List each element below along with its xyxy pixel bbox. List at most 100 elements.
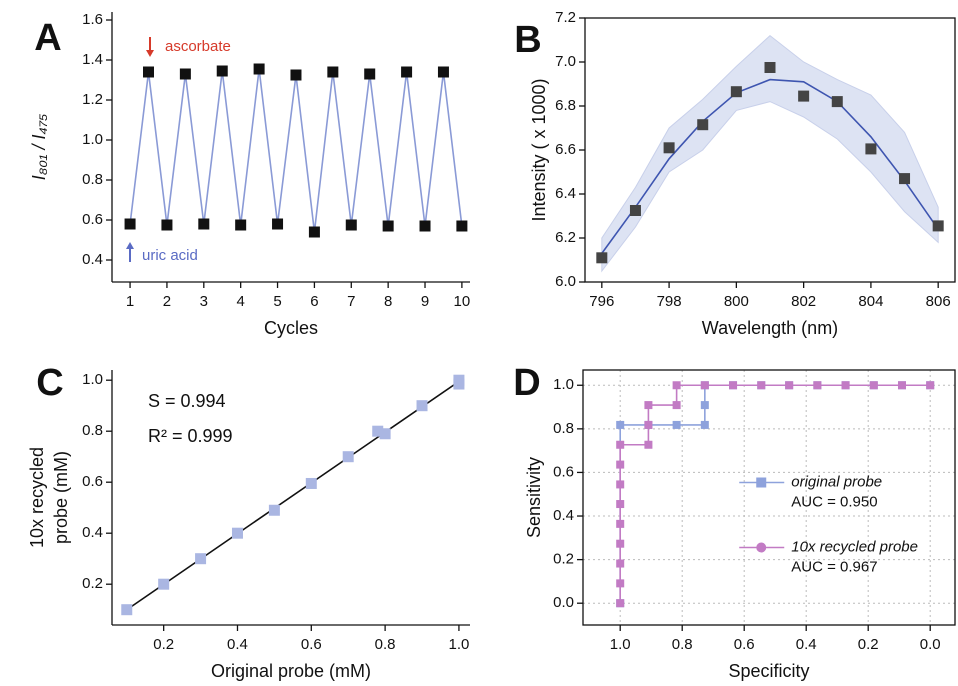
- x-tick-label: 0.4: [796, 636, 817, 653]
- data-point: [644, 401, 653, 410]
- data-point: [253, 63, 265, 75]
- x-tick-label: 10: [454, 293, 471, 310]
- data-point: [382, 220, 394, 232]
- data-point: [379, 428, 391, 440]
- x-tick-label: 800: [724, 293, 749, 310]
- x-tick-label: 7: [347, 293, 355, 310]
- y-tick-label: 1.0: [82, 371, 103, 388]
- data-point: [231, 527, 243, 539]
- x-axis-label: Specificity: [728, 661, 809, 681]
- fit-line: [601, 78, 939, 254]
- y-tick-label: 1.0: [553, 376, 574, 393]
- x-tick-label: 0.4: [227, 636, 248, 653]
- y-axis-label: Intensity ( x 1000): [529, 78, 549, 221]
- data-point: [419, 220, 431, 232]
- data-point: [831, 96, 843, 108]
- data-point: [124, 218, 136, 230]
- y-tick-label: 0.6: [82, 473, 103, 490]
- y-axis-label: probe (mM): [51, 451, 71, 544]
- y-axis-label: 10x recycled: [27, 447, 47, 548]
- arrow-head: [146, 50, 154, 57]
- x-tick-label: 798: [657, 293, 682, 310]
- y-tick-label: 0.8: [82, 171, 103, 188]
- data-point: [416, 400, 428, 412]
- y-tick-label: 1.0: [82, 131, 103, 148]
- x-tick-label: 0.2: [153, 636, 174, 653]
- data-point: [899, 173, 911, 185]
- legend-marker: [756, 477, 767, 488]
- y-tick-label: 7.0: [555, 53, 576, 70]
- y-tick-label: 6.8: [555, 97, 576, 114]
- data-point: [869, 381, 878, 390]
- y-tick-label: 1.2: [82, 91, 103, 108]
- annotation: ascorbate: [165, 38, 231, 55]
- data-point: [616, 579, 625, 588]
- data-point: [616, 460, 625, 469]
- data-point: [672, 401, 681, 410]
- y-tick-label: 6.4: [555, 185, 576, 202]
- y-axis-label: I₈₀₁ / I₄₇₅: [29, 114, 49, 181]
- data-point: [663, 142, 675, 154]
- x-tick-label: 1.0: [610, 636, 631, 653]
- y-tick-label: 0.2: [82, 575, 103, 592]
- x-tick-label: 4: [237, 293, 245, 310]
- fit-line: [126, 380, 460, 611]
- data-point: [700, 401, 709, 410]
- legend-auc: AUC = 0.950: [791, 493, 877, 510]
- series-line: [619, 384, 931, 604]
- data-point: [364, 68, 376, 80]
- data-point: [672, 420, 681, 429]
- data-point: [401, 66, 413, 78]
- x-tick-label: 0.6: [734, 636, 755, 653]
- x-tick-label: 1.0: [448, 636, 469, 653]
- x-tick-label: 0.6: [301, 636, 322, 653]
- x-tick-label: 8: [384, 293, 392, 310]
- x-tick-label: 5: [273, 293, 281, 310]
- data-point: [841, 381, 850, 390]
- series-line: [619, 384, 931, 604]
- x-tick-label: 2: [163, 293, 171, 310]
- data-point: [179, 68, 191, 80]
- x-tick-label: 806: [926, 293, 951, 310]
- data-point: [785, 381, 794, 390]
- data-point: [161, 219, 173, 231]
- data-point: [268, 504, 280, 516]
- data-point: [926, 381, 935, 390]
- x-tick-label: 3: [200, 293, 208, 310]
- x-axis-label: Wavelength (nm): [702, 318, 838, 338]
- confidence-band: [601, 34, 939, 273]
- legend-marker: [756, 542, 767, 553]
- y-tick-label: 6.6: [555, 141, 576, 158]
- data-point: [865, 143, 877, 155]
- data-point: [798, 90, 810, 102]
- data-point: [305, 477, 317, 489]
- panel-label: C: [36, 362, 63, 404]
- data-point: [697, 119, 709, 131]
- y-tick-label: 0.4: [82, 524, 103, 541]
- data-point: [616, 519, 625, 528]
- data-point: [372, 425, 384, 437]
- data-point: [616, 559, 625, 568]
- y-tick-label: 0.0: [553, 594, 574, 611]
- panel-label: B: [514, 19, 541, 61]
- data-point: [272, 218, 284, 230]
- data-point: [195, 553, 207, 565]
- x-tick-label: 804: [858, 293, 883, 310]
- data-point: [616, 599, 625, 608]
- x-tick-label: 0.8: [672, 636, 693, 653]
- data-point: [345, 219, 357, 231]
- data-point: [198, 218, 210, 230]
- data-point: [342, 451, 354, 463]
- annotation: uric acid: [142, 247, 198, 264]
- x-tick-label: 802: [791, 293, 816, 310]
- y-tick-label: 1.4: [82, 51, 103, 68]
- data-point: [143, 66, 155, 78]
- y-tick-label: 6.2: [555, 229, 576, 246]
- data-point: [453, 374, 465, 386]
- x-tick-label: 6: [310, 293, 318, 310]
- data-point: [764, 62, 776, 73]
- data-point: [121, 604, 133, 616]
- data-point: [158, 578, 170, 590]
- legend-auc: AUC = 0.967: [791, 558, 877, 575]
